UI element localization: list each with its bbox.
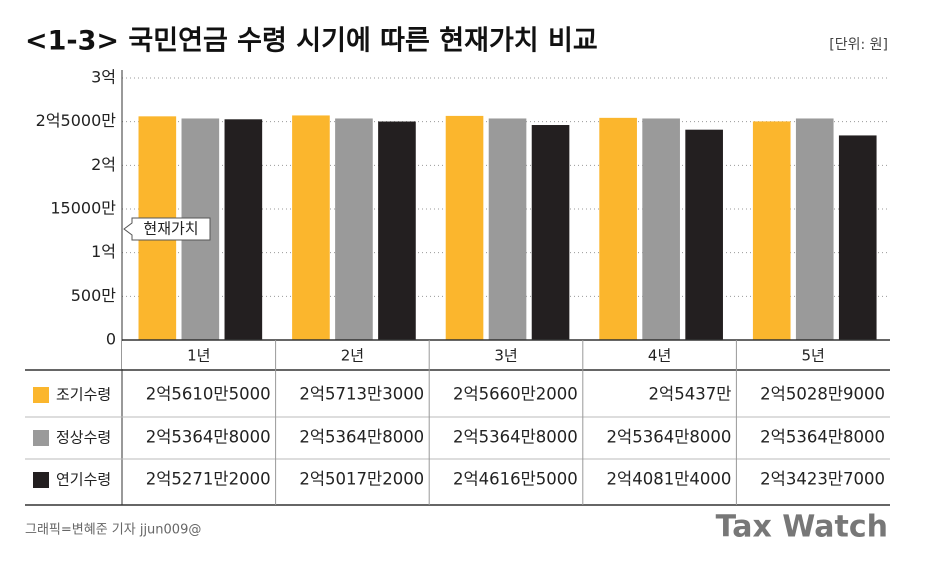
bar [335, 118, 373, 340]
legend-label: 조기수령 [56, 386, 111, 404]
annotation-box [123, 217, 211, 241]
bar [378, 121, 416, 341]
value-label: 2억5017만2000 [299, 470, 424, 489]
value-label: 2억3423만7000 [760, 470, 885, 489]
bar [292, 115, 330, 340]
x-tick-label: 5년 [802, 347, 825, 365]
value-label: 2억5364만8000 [299, 428, 424, 447]
value-label: 2억5610만5000 [146, 385, 271, 404]
bar [445, 115, 484, 341]
y-tick-label: 15000만 [50, 199, 116, 218]
x-tick-label: 1년 [187, 347, 210, 365]
legend-swatch [33, 387, 49, 403]
annotation: 현재가치 [143, 220, 198, 238]
bar [531, 125, 570, 340]
value-label: 2억5364만8000 [760, 428, 885, 447]
logo: Tax Watch [716, 510, 888, 545]
legend-swatch [33, 472, 49, 488]
value-label: 2억5271만2000 [146, 470, 271, 489]
unit-label: [단위: 원] [829, 37, 888, 53]
legend-label: 정상수령 [56, 429, 111, 447]
y-tick-label: 2억 [91, 155, 116, 174]
x-tick-label: 4년 [648, 347, 671, 365]
value-label: 2억4616만5000 [453, 470, 578, 489]
bar [838, 135, 877, 340]
y-tick-label: 0 [106, 330, 116, 349]
bar [224, 119, 263, 340]
bar [795, 118, 834, 340]
bar [752, 121, 791, 340]
bar [488, 118, 527, 340]
bar [599, 117, 637, 341]
legend-label: 연기수령 [56, 471, 111, 489]
value-label: 2억5364만8000 [607, 428, 732, 447]
value-label: 2억5028만9000 [760, 385, 885, 404]
x-tick-label: 3년 [494, 347, 517, 365]
x-tick-label: 2년 [341, 347, 364, 365]
bar [685, 129, 723, 340]
value-label: 2억5364만8000 [146, 428, 271, 447]
y-tick-label: 1억 [91, 242, 116, 261]
y-tick-label: 2억5000만 [36, 111, 117, 130]
value-label: 2억5660만2000 [453, 385, 578, 404]
chart-title: <1-3> 국민연금 수령 시기에 따른 현재가치 비교 [25, 26, 598, 57]
y-tick-label: 3억 [91, 68, 116, 87]
value-label: 2억5364만8000 [453, 428, 578, 447]
value-label: 2억4081만4000 [607, 470, 732, 489]
value-label: 2억5713만3000 [299, 385, 424, 404]
legend-swatch [33, 430, 49, 446]
bar [642, 118, 680, 340]
source: 그래픽=변혜준 기자 jjun009@ [25, 523, 201, 538]
value-label: 2억5437만 [649, 385, 732, 404]
y-tick-label: 500만 [71, 286, 117, 305]
header-row [122, 341, 890, 369]
